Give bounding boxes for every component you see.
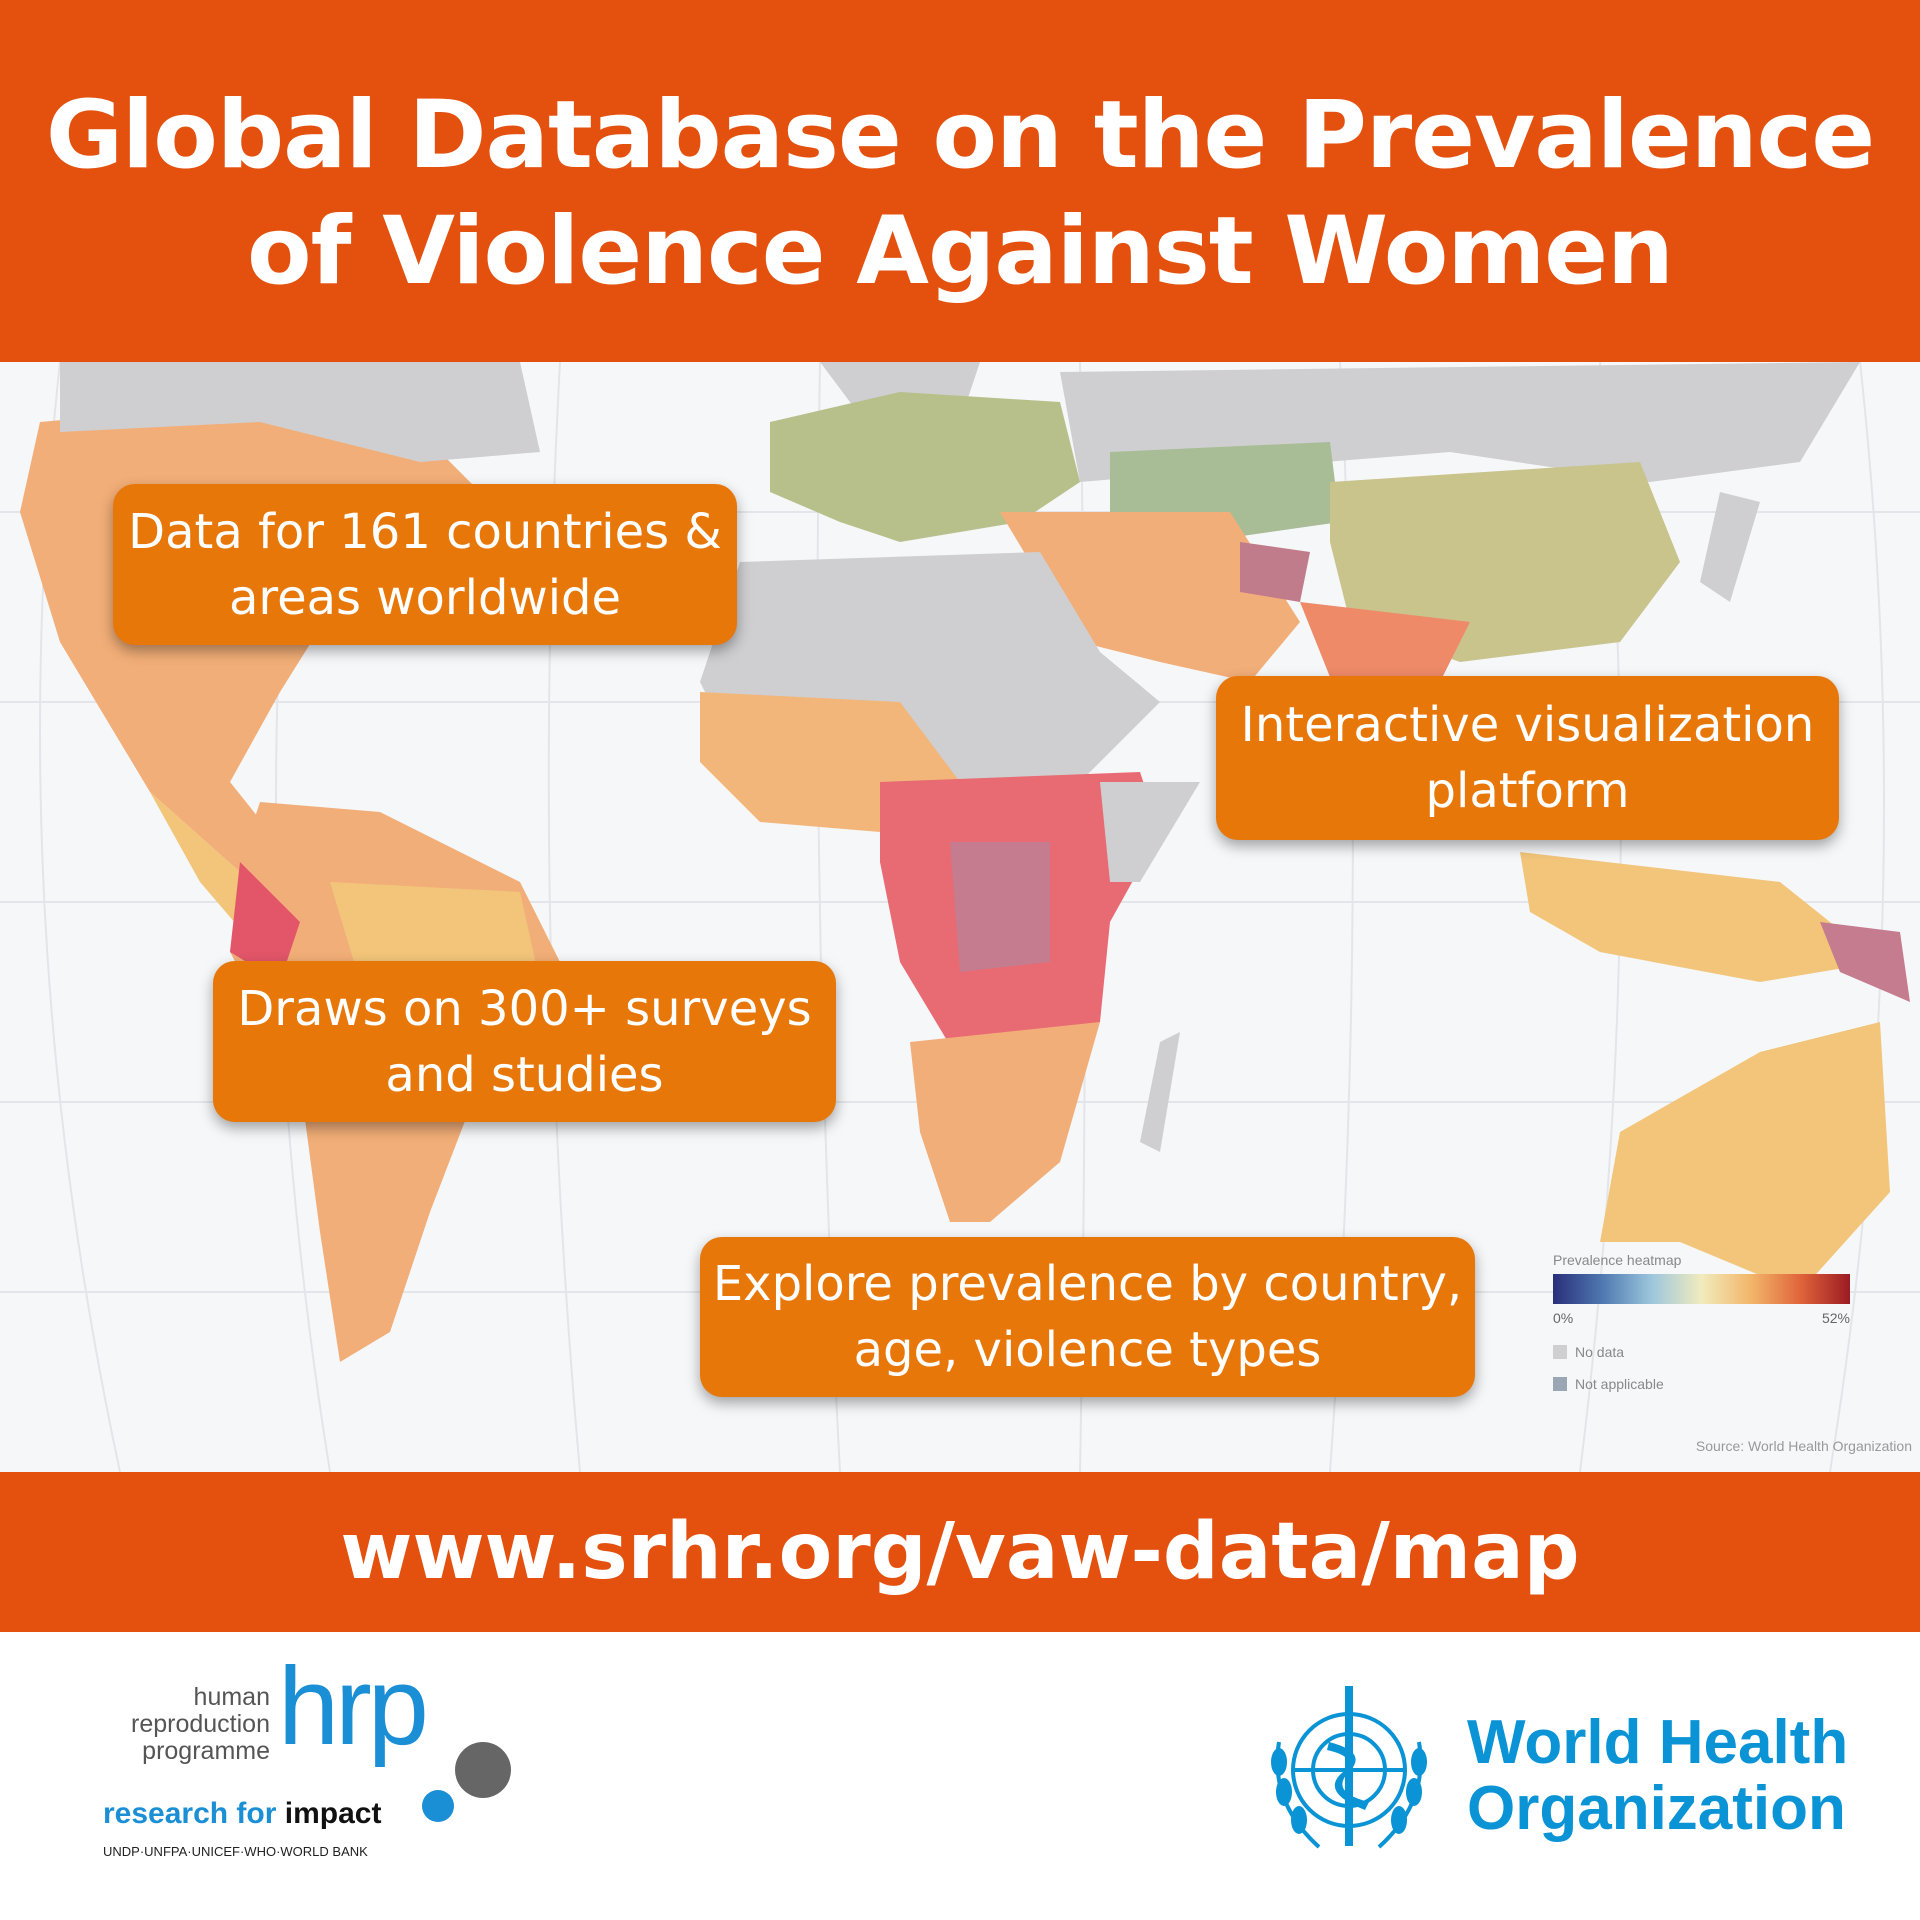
region-drc: [950, 842, 1050, 972]
no-data-swatch: [1553, 1345, 1567, 1359]
header-banner: Global Database on the Prevalence of Vio…: [0, 0, 1920, 362]
region-andes: [230, 862, 300, 982]
callout-text: and studies: [385, 1046, 664, 1103]
legend-max-label: 52%: [1821, 1310, 1850, 1326]
hrp-line-2: reproduction: [131, 1710, 270, 1738]
url-banner: www.srhr.org/vaw-data/map: [0, 1472, 1920, 1632]
hrp-mark: hrp: [278, 1645, 429, 1768]
website-url[interactable]: www.srhr.org/vaw-data/map: [340, 1507, 1580, 1597]
map-source: Source: World Health Organization: [1695, 1438, 1912, 1454]
hrp-grey-dot: [455, 1742, 511, 1798]
region-japan: [1700, 492, 1760, 602]
region-canada-arctic: [60, 362, 540, 462]
callout-text: age, violence types: [853, 1322, 1322, 1378]
legend-no-data: No data: [1575, 1344, 1625, 1360]
who-emblem-icon: [1271, 1686, 1427, 1849]
callout-surveys: Draws on 300+ surveys and studies: [213, 961, 836, 1122]
title-line-2: of Violence Against Women: [247, 197, 1674, 306]
region-europe: [770, 392, 1080, 542]
hrp-partners: UNDP·UNFPA·UNICEF·WHO·WORLD BANK: [103, 1844, 368, 1859]
region-southeast-asia: [1520, 852, 1880, 982]
callout-text: areas worldwide: [228, 569, 622, 626]
footer: human reproduction programme hrp researc…: [0, 1632, 1920, 1920]
callout-countries: Data for 161 countries & areas worldwide: [113, 484, 737, 645]
hrp-blue-dot: [422, 1790, 454, 1822]
legend-title: Prevalence heatmap: [1553, 1252, 1682, 1268]
region-afghanistan: [1240, 542, 1310, 602]
region-china: [1330, 462, 1680, 662]
hrp-line-3: programme: [142, 1737, 270, 1765]
callout-platform: Interactive visualization platform: [1216, 676, 1839, 840]
region-middle-east: [1000, 512, 1300, 682]
map-legend: Prevalence heatmap 0% 52% No data Not ap…: [1553, 1252, 1850, 1392]
legend-not-applicable: Not applicable: [1575, 1376, 1664, 1392]
region-australia: [1600, 1022, 1890, 1292]
not-applicable-swatch: [1553, 1377, 1567, 1391]
hrp-line-1: human: [193, 1683, 270, 1711]
who-name-line-2: Organization: [1467, 1774, 1846, 1843]
region-southern-africa: [910, 1022, 1100, 1222]
region-horn-africa: [1100, 782, 1200, 882]
legend-color-scale: [1553, 1274, 1850, 1304]
region-papua: [1820, 922, 1910, 1002]
who-logo: World Health Organization: [1249, 1682, 1849, 1862]
region-madagascar: [1140, 1032, 1180, 1152]
legend-min-label: 0%: [1553, 1310, 1574, 1326]
page-title: Global Database on the Prevalence of Vio…: [0, 0, 1920, 310]
hrp-tagline-b: impact: [284, 1797, 382, 1830]
callout-text: Data for 161 countries &: [128, 503, 722, 560]
callout-text: Explore prevalence by country,: [712, 1256, 1463, 1312]
title-line-1: Global Database on the Prevalence: [45, 81, 1875, 190]
callout-explore: Explore prevalence by country, age, viole…: [700, 1237, 1475, 1397]
callout-text: platform: [1425, 763, 1630, 819]
hrp-logo: human reproduction programme hrp researc…: [100, 1652, 520, 1872]
callout-text: Interactive visualization: [1240, 697, 1815, 753]
callout-text: Draws on 300+ surveys: [237, 980, 812, 1037]
who-name-line-1: World Health: [1467, 1708, 1849, 1777]
hrp-tagline-a: research for: [103, 1797, 277, 1830]
